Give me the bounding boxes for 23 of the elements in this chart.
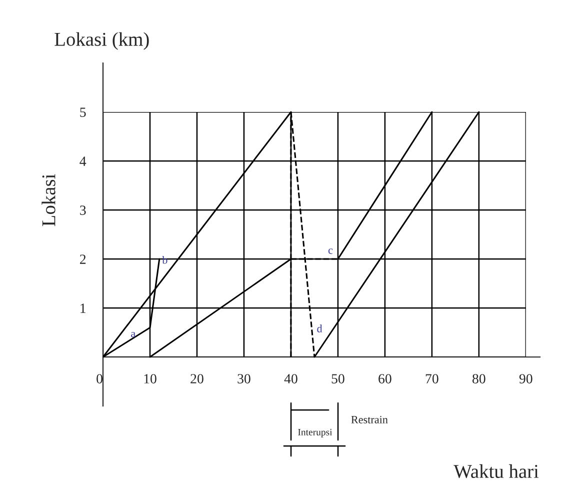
annotation: c (328, 248, 333, 254)
x-tick-label: 90 (519, 374, 532, 384)
x-tick-label: 10 (144, 374, 156, 384)
x-tick-label: 40 (284, 374, 298, 384)
annotation: a (131, 332, 136, 338)
x-axis-title: Waktu hari (454, 464, 539, 478)
y-tick-label: 4 (80, 156, 86, 166)
y-tick-label: 1 (80, 304, 86, 313)
annotation: d (317, 324, 322, 332)
text: Restrain (351, 416, 388, 424)
x-tick-label: 70 (426, 374, 438, 384)
x-tick-label: 0 (96, 374, 102, 384)
x-tick-label: 60 (378, 374, 392, 384)
text: Lokasi (km) (54, 32, 149, 50)
x-tick-label: 20 (190, 374, 204, 384)
x-tick-label: 50 (332, 374, 344, 384)
y-tick-label: 5 (80, 108, 86, 117)
x-tick-label: 80 (472, 374, 486, 384)
y-tick-label: 2 (80, 254, 86, 264)
x-tick-label: 30 (238, 374, 250, 384)
text: Interupsi (298, 428, 332, 438)
y-axis-title: Lokasi (42, 174, 56, 226)
y-tick-label: 3 (80, 206, 86, 215)
